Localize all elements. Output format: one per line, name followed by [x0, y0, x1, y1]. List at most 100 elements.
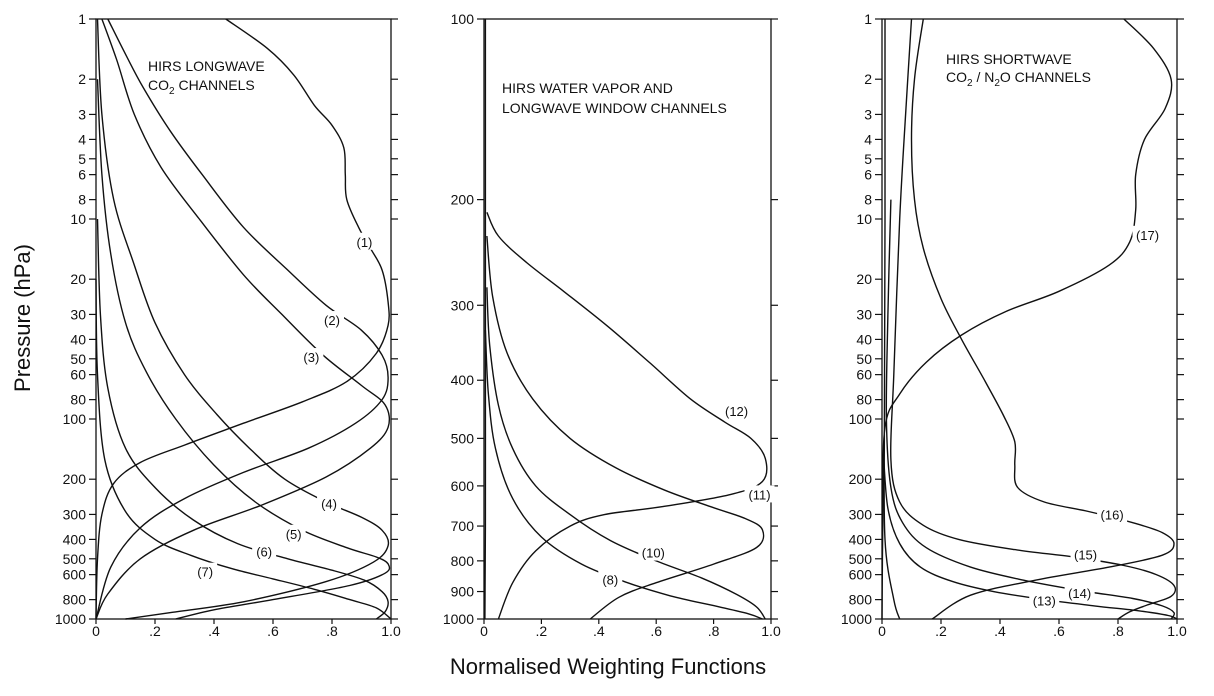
channel-label-bg	[638, 543, 669, 561]
annotation-line: LONGWAVE WINDOW CHANNELS	[502, 100, 727, 116]
y-tick-label: 8	[864, 192, 872, 208]
weighting-curve	[881, 18, 1173, 620]
y-tick-label: 400	[849, 531, 873, 547]
x-tick-label: 1.0	[381, 623, 401, 639]
weighting-curve	[96, 18, 390, 620]
channel-label: (8)	[598, 570, 623, 588]
x-tick-label: 0	[878, 623, 886, 639]
channel-label: (16)	[1097, 505, 1128, 523]
x-tick-label: .2	[935, 623, 947, 639]
channel-label-bg	[320, 311, 344, 329]
channel-label-bg	[744, 485, 775, 503]
annotation-line: HIRS LONGWAVE	[148, 58, 265, 74]
channel-label-bg	[1097, 505, 1128, 523]
channel-label-text: (15)	[1074, 547, 1097, 562]
channel-label-text: (8)	[602, 573, 618, 588]
channel-label: (17)	[1132, 225, 1163, 243]
x-tick-label: .2	[536, 623, 548, 639]
weighting-curve	[484, 19, 487, 620]
y-tick-label: 800	[63, 592, 87, 608]
y-tick-label: 20	[70, 271, 86, 287]
channel-label-text: (6)	[256, 545, 272, 560]
y-tick-label: 40	[70, 331, 86, 347]
plot-frame	[881, 18, 1178, 620]
channel-label-bg	[598, 570, 623, 588]
y-tick-label: 400	[63, 531, 87, 547]
y-tick-label: 20	[856, 271, 872, 287]
y-tick-label: 200	[849, 471, 873, 487]
x-tick-label: .6	[1053, 623, 1065, 639]
x-tick-label: .4	[208, 623, 220, 639]
channel-label-bg	[1070, 545, 1101, 563]
channel-label: (7)	[193, 562, 218, 580]
y-tick-label: 10	[70, 211, 86, 227]
weighting-curve	[889, 18, 1177, 620]
weighting-curve	[910, 18, 1175, 620]
y-tick-label: 1000	[443, 611, 474, 627]
channel-label: (12)	[721, 401, 752, 419]
annotation-text: / N	[973, 69, 995, 85]
channel-label-bg	[352, 232, 377, 250]
x-tick-label: .4	[994, 623, 1006, 639]
y-tick-label: 3	[78, 106, 86, 122]
channel-label: (2)	[320, 311, 344, 329]
channel-label-text: (7)	[197, 565, 213, 580]
weighting-curve	[486, 211, 768, 620]
y-tick-label: 6	[864, 167, 872, 183]
x-tick-label: 0	[480, 623, 488, 639]
y-tick-label: 600	[63, 567, 87, 583]
channel-label-text: (14)	[1068, 586, 1091, 601]
weighting-curve	[885, 199, 1176, 620]
y-tick-label: 6	[78, 167, 86, 183]
channel-group-annotation: HIRS LONGWAVE CO2 CHANNELS	[148, 58, 265, 97]
channel-label-text: (4)	[321, 497, 337, 512]
x-tick-label: .6	[650, 623, 662, 639]
y-tick-label: 4	[864, 131, 872, 147]
channel-label-bg	[1064, 583, 1095, 601]
plot-frame	[483, 18, 772, 620]
channel-label-text: (12)	[725, 404, 748, 419]
y-axis-label: Pressure (hPa)	[10, 244, 35, 392]
chart-panel-water_vapor: 100 200 300 400 500 600 700 800 900 1000 0 .2 .4 .6 .8…	[443, 11, 781, 639]
channel-label: (5)	[281, 524, 306, 542]
y-tick-label: 100	[63, 411, 87, 427]
x-tick-label: .2	[149, 623, 161, 639]
channel-label-text: (3)	[303, 350, 319, 365]
y-tick-label: 200	[63, 471, 87, 487]
y-tick-label: 100	[451, 11, 475, 27]
channel-label: (3)	[299, 348, 324, 366]
x-axis-label: Normalised Weighting Functions	[450, 654, 766, 679]
channel-label-bg	[1029, 591, 1060, 609]
y-tick-label: 1000	[55, 611, 86, 627]
y-tick-label: 500	[849, 551, 873, 567]
x-tick-label: .8	[326, 623, 338, 639]
y-tick-label: 100	[849, 411, 873, 427]
y-tick-label: 8	[78, 192, 86, 208]
channel-label-bg	[299, 348, 324, 366]
chart-panel-longwave: 1234568102030405060801002003004005006008…	[55, 11, 401, 639]
y-tick-label: 500	[63, 551, 87, 567]
annotation-text: CO	[946, 69, 967, 85]
channel-label-text: (10)	[642, 546, 665, 561]
y-tick-label: 300	[63, 506, 87, 522]
channel-label: (1)	[352, 232, 377, 250]
annotation-subscript: 2	[994, 78, 1000, 89]
channel-label: (15)	[1070, 545, 1101, 563]
annotation-text: CO	[148, 77, 169, 93]
weighting-curve	[95, 18, 391, 620]
annotation-line: HIRS WATER VAPOR AND	[502, 80, 673, 96]
x-tick-label: .8	[708, 623, 720, 639]
y-tick-label: 60	[856, 367, 872, 383]
y-tick-label: 50	[856, 351, 872, 367]
x-tick-label: .8	[1112, 623, 1124, 639]
weighting-curve	[95, 18, 389, 620]
y-tick-label: 5	[864, 151, 872, 167]
y-tick-label: 80	[856, 392, 872, 408]
y-tick-label: 800	[451, 553, 475, 569]
weighting-curve	[486, 235, 765, 620]
y-tick-label: 900	[451, 584, 475, 600]
channel-group-annotation: HIRS WATER VAPOR AND LONGWAVE WINDOW CHAN…	[502, 80, 727, 116]
channel-label-text: (11)	[748, 487, 770, 502]
channel-label: (10)	[638, 543, 669, 561]
y-tick-label: 1	[78, 11, 86, 27]
